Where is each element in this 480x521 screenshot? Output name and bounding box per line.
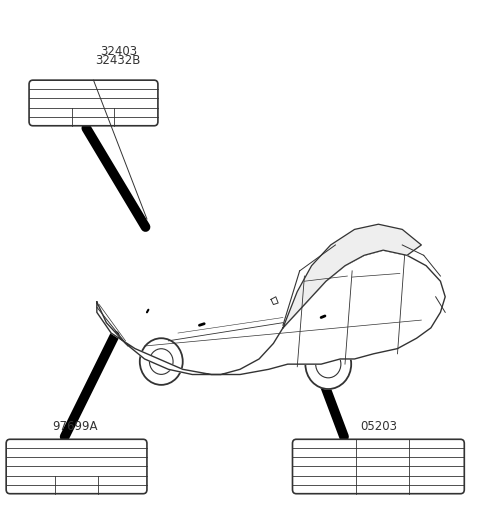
FancyBboxPatch shape	[292, 439, 464, 494]
FancyBboxPatch shape	[6, 439, 147, 494]
Polygon shape	[271, 297, 278, 305]
Polygon shape	[283, 224, 421, 328]
Text: 32403: 32403	[100, 45, 137, 58]
Circle shape	[140, 338, 183, 385]
Text: 97699A: 97699A	[53, 419, 98, 432]
Polygon shape	[97, 250, 445, 375]
FancyBboxPatch shape	[29, 80, 158, 126]
Circle shape	[305, 339, 351, 389]
Text: 05203: 05203	[360, 419, 397, 432]
Text: 32432B: 32432B	[96, 54, 141, 67]
